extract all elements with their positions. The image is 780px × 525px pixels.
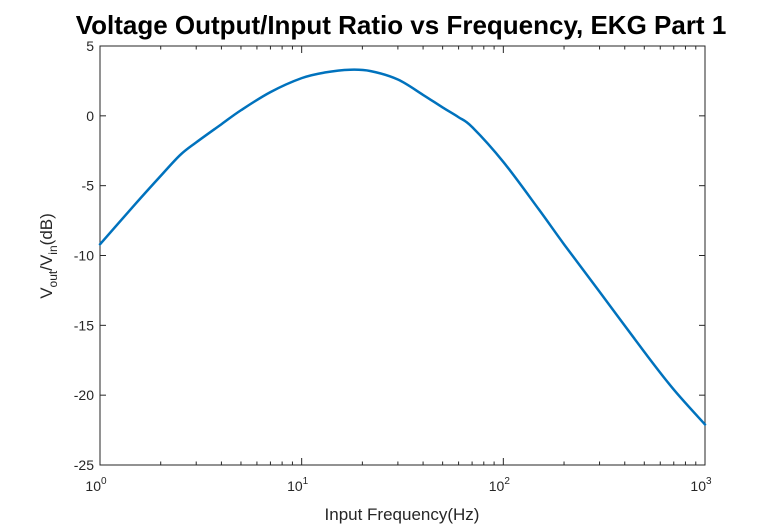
x-tick-labels: 100 101 102 103 [85, 476, 712, 494]
y-axis-label-v1: V [37, 287, 56, 299]
y-axis-label-sub1: out [46, 270, 60, 287]
axis-ticks [99, 45, 706, 466]
y-tick-label: -25 [74, 457, 94, 473]
x-tick-label: 101 [287, 476, 309, 494]
y-axis-label: Vout/Vin(dB) [37, 213, 60, 299]
y-tick-label: -5 [82, 178, 95, 194]
chart-title: Voltage Output/Input Ratio vs Frequency,… [76, 10, 727, 40]
y-axis-label-mid: /V [37, 254, 56, 271]
y-axis-label-tail: (dB) [37, 213, 56, 245]
x-tick-label: 103 [690, 476, 712, 494]
y-tick-labels: 5 0 -5 -10 -15 -20 -25 [74, 38, 94, 473]
y-tick-label: -20 [74, 387, 94, 403]
y-tick-label: 5 [86, 38, 94, 54]
y-tick-label: -15 [74, 317, 94, 333]
plot-area [99, 45, 706, 466]
x-axis-label: Input Frequency(Hz) [325, 505, 480, 524]
series-line [98, 68, 707, 426]
svg-text:Vout/Vin(dB): Vout/Vin(dB) [37, 213, 60, 299]
x-tick-label: 102 [489, 476, 511, 494]
x-tick-label: 100 [85, 476, 107, 494]
y-tick-label: 0 [86, 108, 94, 124]
y-tick-label: -10 [74, 248, 94, 264]
y-axis-label-sub2: in [46, 245, 60, 254]
